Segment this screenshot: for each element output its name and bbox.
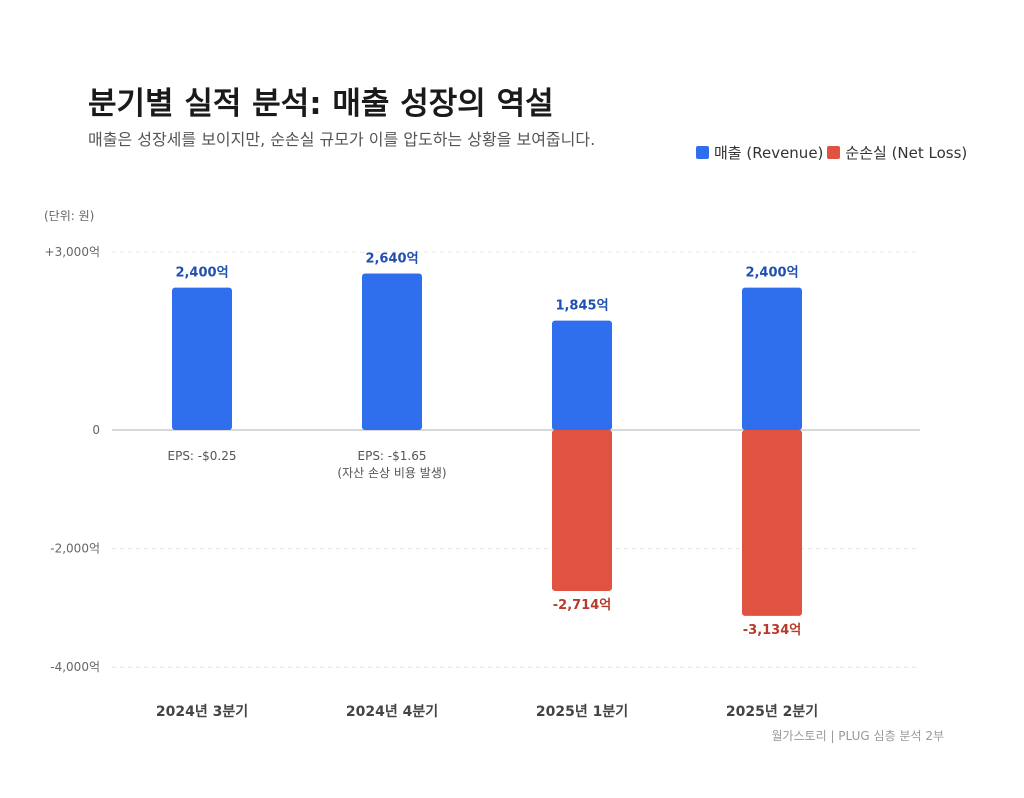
x-tick-label: 2025년 2분기 <box>726 704 818 720</box>
data-label: -2,714억 <box>553 598 611 613</box>
bar-revenue <box>172 287 232 430</box>
y-tick-label: 0 <box>92 423 100 437</box>
x-tick-label: 2025년 1분기 <box>536 704 628 720</box>
bar-net-loss <box>742 430 802 616</box>
legend-label-net-loss: 순손실 (Net Loss) <box>845 144 968 162</box>
legend: 매출 (Revenue) 순손실 (Net Loss) <box>696 142 967 163</box>
legend-swatch-revenue <box>696 146 709 159</box>
chart-title: 분기별 실적 분석: 매출 성장의 역설 <box>88 86 554 122</box>
data-label: -3,134억 <box>743 623 801 638</box>
bar-net-loss <box>552 430 612 591</box>
bar-revenue <box>552 320 612 430</box>
data-label: 2,400억 <box>745 266 798 281</box>
y-tick-label: -4,000억 <box>50 660 100 674</box>
y-tick-label: +3,000억 <box>45 245 100 259</box>
bar-revenue <box>742 287 802 430</box>
data-label: 2,640억 <box>365 251 418 266</box>
eps-annotation: EPS: -$1.65 <box>358 449 427 463</box>
legend-item-net-loss: 순손실 (Net Loss) <box>827 142 967 163</box>
unit-label: (단위: 원) <box>44 209 95 223</box>
eps-annotation: EPS: -$0.25 <box>168 449 237 463</box>
data-label: 2,400억 <box>175 266 228 281</box>
legend-swatch-net-loss <box>827 146 841 159</box>
data-label: 1,845억 <box>555 299 608 314</box>
bar-revenue <box>362 273 422 430</box>
y-tick-label: -2,000억 <box>50 542 100 556</box>
footer-source: 월가스토리 | PLUG 심층 분석 2부 <box>771 729 944 743</box>
x-tick-label: 2024년 3분기 <box>156 704 248 720</box>
legend-item-revenue: 매출 (Revenue) <box>696 142 823 163</box>
x-tick-label: 2024년 4분기 <box>346 704 438 720</box>
chart-subtitle: 매출은 성장세를 보이지만, 순손실 규모가 이를 압도하는 상황을 보여줍니다… <box>88 130 596 149</box>
eps-annotation: (자산 손상 비용 발생) <box>337 466 446 480</box>
legend-label-revenue: 매출 (Revenue) <box>714 144 824 162</box>
